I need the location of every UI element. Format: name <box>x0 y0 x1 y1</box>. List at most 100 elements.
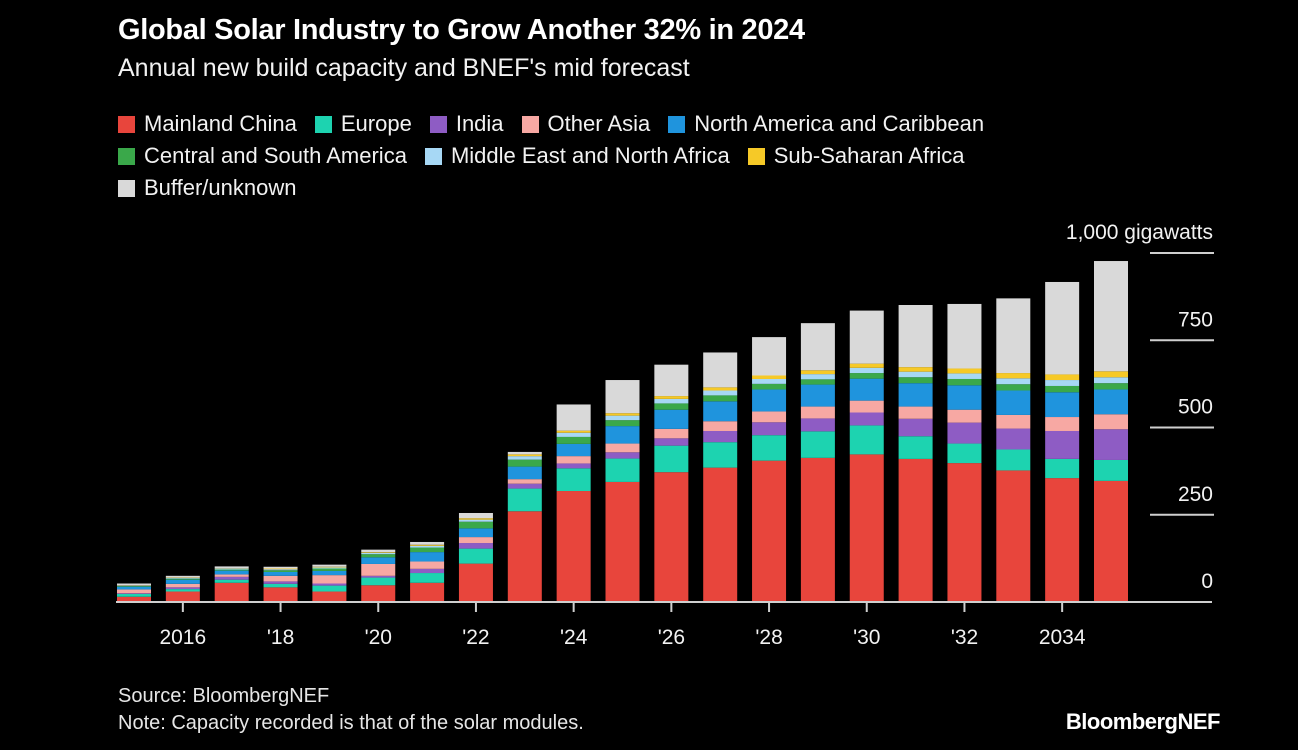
bar-segment-2019-1 <box>312 585 347 592</box>
bar-segment-2030-8 <box>849 310 884 364</box>
bar-segment-2033-3 <box>996 414 1031 429</box>
legend-swatch <box>429 115 447 133</box>
legend-label: India <box>455 111 504 136</box>
bar-segment-2018-7 <box>263 568 298 570</box>
bar-segment-2032-4 <box>947 385 982 410</box>
bar-segment-2032-7 <box>947 368 982 374</box>
bar-segment-2035-5 <box>1094 383 1128 390</box>
bar-segment-2027-8 <box>703 352 738 388</box>
bar-segment-2028-8 <box>752 337 787 376</box>
bar-segment-2020-6 <box>361 552 396 555</box>
bar-segment-2025-6 <box>605 415 640 421</box>
bar-segment-2035-0 <box>1094 480 1128 602</box>
x-tick-label-2034: 2034 <box>1039 626 1086 649</box>
bar-segment-2032-6 <box>947 373 982 379</box>
bar-segment-2022-5 <box>458 521 493 529</box>
bar-segment-2035-2 <box>1094 429 1128 460</box>
legend-row-1: Mainland China Europe India Other Asia N… <box>118 108 1218 140</box>
bar-segment-2035-7 <box>1094 371 1128 378</box>
legend-item-sub-saharan-africa: Sub-Saharan Africa <box>747 143 965 169</box>
bar-segment-2032-1 <box>947 443 982 464</box>
bar-segment-2020-4 <box>361 557 396 564</box>
bar-segment-2028-3 <box>752 411 787 423</box>
legend-swatch <box>118 115 135 133</box>
bar-segment-2026-4 <box>654 409 689 429</box>
bar-segment-2031-0 <box>898 458 933 602</box>
bar-segment-2026-2 <box>654 438 689 446</box>
bar-segment-2029-8 <box>800 323 835 371</box>
bar-segment-2018-6 <box>263 569 298 571</box>
bar-segment-2019-3 <box>312 575 347 584</box>
legend-label: Europe <box>340 111 412 136</box>
bar-segment-2015-2 <box>117 593 151 594</box>
bar-segment-2019-8 <box>312 564 347 567</box>
bar-segment-2018-2 <box>263 581 298 584</box>
bar-segment-2034-7 <box>1045 374 1080 381</box>
bar-segment-2015-8 <box>117 583 151 586</box>
bar-segment-2022-2 <box>458 543 493 549</box>
bar-segment-2029-0 <box>800 457 835 602</box>
legend-item-europe: Europe <box>314 111 412 137</box>
bar-segment-2033-0 <box>996 470 1031 602</box>
bar-segment-2025-5 <box>605 420 640 427</box>
bar-segment-2033-6 <box>996 378 1031 385</box>
x-tick-label-2022: '22 <box>462 626 489 649</box>
legend-label: Middle East and North Africa <box>450 143 730 168</box>
bar-segment-2024-5 <box>556 436 591 444</box>
legend-item-india: India <box>429 111 504 137</box>
bar-segment-2017-4 <box>214 570 249 575</box>
legend-label: North America and Caribbean <box>694 111 985 136</box>
bar-segment-2022-4 <box>458 528 493 538</box>
bar-segment-2026-3 <box>654 428 689 439</box>
legend-item-mena: Middle East and North Africa <box>424 143 730 169</box>
brand-logo: BloombergNEF <box>1065 709 1221 734</box>
bar-segment-2025-4 <box>605 426 640 444</box>
bar-segment-2024-8 <box>556 404 591 431</box>
bar-segment-2032-0 <box>947 463 982 602</box>
bar-segment-2022-3 <box>458 537 493 544</box>
bar-segment-2017-2 <box>214 576 249 580</box>
bar-segment-2034-2 <box>1045 430 1080 459</box>
bar-segment-2030-6 <box>849 367 884 374</box>
bar-segment-2026-0 <box>654 472 689 602</box>
bar-segment-2030-5 <box>849 373 884 379</box>
bar-segment-2024-0 <box>556 491 591 602</box>
legend-swatch <box>668 115 686 133</box>
bar-segment-2021-8 <box>410 541 445 545</box>
bar-segment-2017-5 <box>214 569 249 571</box>
bar-segment-2018-1 <box>263 583 298 588</box>
bar-segment-2020-3 <box>361 563 396 576</box>
x-tick-label-2018: '18 <box>267 626 294 649</box>
bar-segment-2028-5 <box>752 383 787 390</box>
legend-swatch <box>521 115 539 133</box>
bar-segment-2029-5 <box>800 379 835 385</box>
bar-segment-2021-5 <box>410 547 445 553</box>
bar-segment-2020-5 <box>361 554 396 558</box>
bar-segment-2029-1 <box>800 431 835 458</box>
bar-segment-2021-6 <box>410 545 445 548</box>
bar-segment-2029-2 <box>800 418 835 432</box>
legend-swatch <box>747 147 765 165</box>
x-tick-label-2030: '30 <box>853 626 880 649</box>
legend-swatch <box>314 115 332 133</box>
bar-segment-2030-1 <box>849 425 884 455</box>
bar-segment-2022-7 <box>458 518 493 520</box>
bar-segment-2023-3 <box>507 479 542 484</box>
bar-segment-2023-4 <box>507 466 542 480</box>
bar-segment-2034-3 <box>1045 417 1080 431</box>
bar-segment-2033-7 <box>996 373 1031 379</box>
bar-segment-2023-1 <box>507 488 542 512</box>
bar-segment-2030-3 <box>849 400 884 413</box>
bar-segment-2022-8 <box>458 513 493 519</box>
bar-segment-2026-7 <box>654 396 689 399</box>
bar-segment-2033-1 <box>996 449 1031 471</box>
bar-segment-2026-5 <box>654 403 689 410</box>
bar-segment-2021-0 <box>410 582 445 602</box>
bar-segment-2015-0 <box>117 596 151 602</box>
bar-segment-2018-0 <box>263 587 298 602</box>
bar-segment-2029-3 <box>800 406 835 419</box>
bar-segment-2022-1 <box>458 548 493 564</box>
bar-segment-2017-8 <box>214 566 249 569</box>
bar-segment-2028-0 <box>752 460 787 602</box>
